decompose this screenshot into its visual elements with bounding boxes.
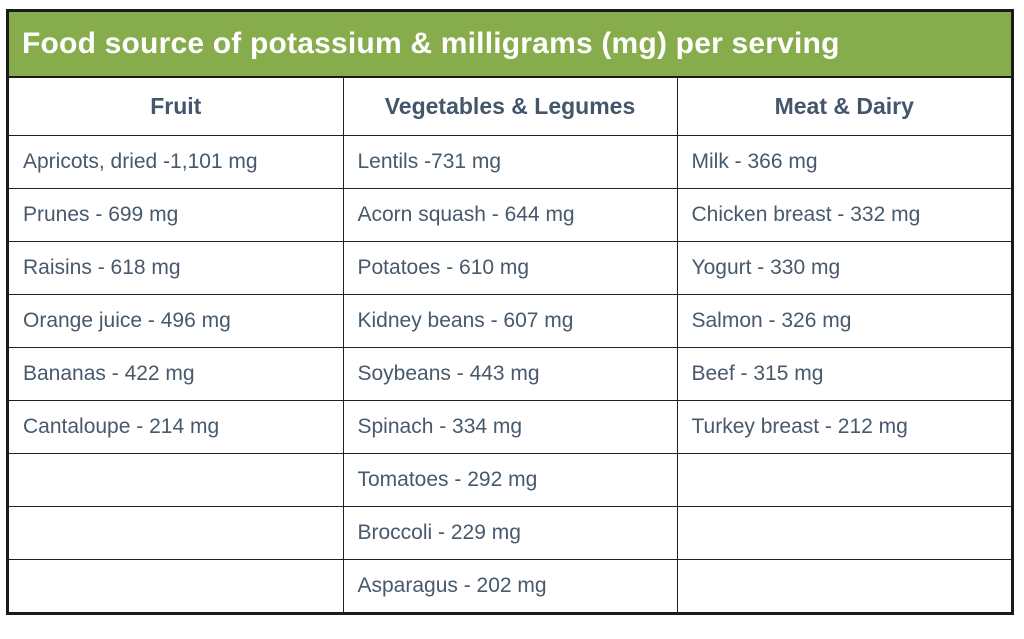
table-cell	[9, 505, 344, 560]
table-cell: Beef - 315 mg	[676, 346, 1011, 401]
potassium-table: Fruit Vegetables & Legumes Meat & Dairy …	[9, 78, 1011, 612]
table-cell: Cantaloupe - 214 mg	[9, 399, 344, 454]
table-cell: Milk - 366 mg	[676, 134, 1011, 189]
table-cell: Tomatoes - 292 mg	[342, 452, 678, 507]
table-cell: Kidney beans - 607 mg	[342, 293, 678, 348]
table-row: Prunes - 699 mg Acorn squash - 644 mg Ch…	[9, 187, 1011, 242]
table-cell	[676, 558, 1011, 612]
column-header-meat-dairy: Meat & Dairy	[676, 78, 1011, 136]
table-cell: Turkey breast - 212 mg	[676, 399, 1011, 454]
table-cell: Bananas - 422 mg	[9, 346, 344, 401]
table-cell	[676, 505, 1011, 560]
table-row: Cantaloupe - 214 mg Spinach - 334 mg Tur…	[9, 399, 1011, 454]
table-cell: Lentils -731 mg	[342, 134, 678, 189]
table-cell: Apricots, dried -1,101 mg	[9, 134, 344, 189]
table-cell: Asparagus - 202 mg	[342, 558, 678, 612]
table-cell: Chicken breast - 332 mg	[676, 187, 1011, 242]
column-header-fruit: Fruit	[9, 78, 344, 136]
table-cell	[9, 452, 344, 507]
table-cell: Raisins - 618 mg	[9, 240, 344, 295]
table-row: Tomatoes - 292 mg	[9, 452, 1011, 507]
column-header-vegetables-legumes: Vegetables & Legumes	[342, 78, 678, 136]
header-row: Fruit Vegetables & Legumes Meat & Dairy	[9, 78, 1011, 136]
table-cell: Spinach - 334 mg	[342, 399, 678, 454]
table-row: Apricots, dried -1,101 mg Lentils -731 m…	[9, 134, 1011, 189]
table-row: Broccoli - 229 mg	[9, 505, 1011, 560]
table-title: Food source of potassium & milligrams (m…	[9, 12, 1011, 78]
table-cell: Broccoli - 229 mg	[342, 505, 678, 560]
table-cell: Salmon - 326 mg	[676, 293, 1011, 348]
table-row: Orange juice - 496 mg Kidney beans - 607…	[9, 293, 1011, 348]
table-cell: Potatoes - 610 mg	[342, 240, 678, 295]
table-cell	[9, 558, 344, 612]
table-cell	[676, 452, 1011, 507]
table-cell: Soybeans - 443 mg	[342, 346, 678, 401]
table-cell: Prunes - 699 mg	[9, 187, 344, 242]
table-row: Raisins - 618 mg Potatoes - 610 mg Yogur…	[9, 240, 1011, 295]
potassium-table-card: Food source of potassium & milligrams (m…	[6, 9, 1014, 615]
table-cell: Orange juice - 496 mg	[9, 293, 344, 348]
table-cell: Yogurt - 330 mg	[676, 240, 1011, 295]
table-row: Asparagus - 202 mg	[9, 558, 1011, 612]
table-cell: Acorn squash - 644 mg	[342, 187, 678, 242]
table-row: Bananas - 422 mg Soybeans - 443 mg Beef …	[9, 346, 1011, 401]
